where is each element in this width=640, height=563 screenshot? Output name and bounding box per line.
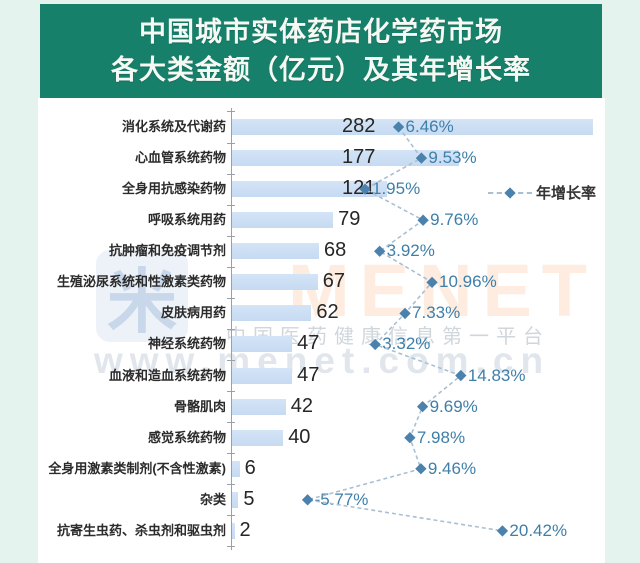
growth-rate-label: 3.92% bbox=[386, 241, 435, 261]
category-label: 杂类 bbox=[199, 491, 226, 507]
growth-rate-label: 1.95% bbox=[372, 179, 421, 199]
category-label: 神经系统药物 bbox=[147, 336, 226, 352]
value-label: 121 bbox=[342, 177, 376, 200]
category-label: 生殖泌尿系统和性激素类药物 bbox=[56, 274, 226, 290]
title-banner: 中国城市实体药店化学药市场 各大类金额（亿元）及其年增长率 bbox=[40, 4, 602, 98]
value-label: 177 bbox=[342, 146, 376, 169]
category-label: 骨骼肌肉 bbox=[173, 398, 226, 414]
growth-marker-diamond-icon bbox=[417, 214, 429, 226]
value-label: 282 bbox=[342, 115, 376, 137]
category-label: 消化系统及代谢药 bbox=[121, 119, 226, 134]
axis-tick bbox=[227, 515, 235, 517]
amount-bar bbox=[232, 243, 320, 260]
amount-bar bbox=[232, 305, 312, 322]
value-label: 47 bbox=[297, 332, 320, 355]
legend-dash-icon bbox=[518, 191, 532, 194]
axis-tick bbox=[227, 297, 235, 299]
page-title-line2: 各大类金额（亿元）及其年增长率 bbox=[111, 55, 531, 85]
value-label: 47 bbox=[297, 363, 320, 386]
growth-rate-label: -5.77% bbox=[314, 489, 369, 509]
growth-rate-label: 10.96% bbox=[439, 272, 497, 292]
growth-rate-label: 9.46% bbox=[427, 458, 477, 478]
growth-marker-diamond-icon bbox=[455, 369, 467, 382]
category-label: 呼吸系统用药 bbox=[147, 212, 226, 228]
value-label: 67 bbox=[322, 270, 345, 293]
amount-bar bbox=[232, 398, 286, 415]
amount-bar bbox=[232, 429, 284, 446]
axis-tick bbox=[227, 453, 235, 455]
axis-tick bbox=[227, 422, 235, 424]
growth-rate-label: 6.46% bbox=[405, 117, 454, 136]
legend: 年增长率 bbox=[488, 182, 596, 203]
axis-tick bbox=[227, 391, 235, 393]
amount-bar bbox=[232, 460, 240, 477]
axis-tick bbox=[227, 328, 235, 330]
category-label: 抗肿瘤和免疫调节剂 bbox=[108, 243, 226, 259]
growth-marker-diamond-icon bbox=[374, 245, 386, 257]
amount-bar bbox=[232, 336, 293, 353]
axis-tick bbox=[227, 142, 235, 144]
amount-bar bbox=[232, 367, 293, 384]
value-label: 2 bbox=[239, 518, 251, 541]
value-label: 42 bbox=[290, 394, 313, 417]
growth-marker-diamond-icon bbox=[426, 276, 438, 289]
value-label: 68 bbox=[324, 239, 347, 262]
growth-rate-label: 7.98% bbox=[416, 427, 466, 447]
axis-tick bbox=[227, 173, 235, 175]
legend-dash-icon bbox=[488, 191, 502, 194]
growth-marker-diamond-icon bbox=[369, 338, 381, 351]
axis-tick bbox=[227, 360, 235, 362]
amount-bar bbox=[232, 274, 318, 291]
growth-rate-label: 14.83% bbox=[467, 365, 526, 385]
amount-bar bbox=[232, 491, 239, 508]
amount-bar bbox=[232, 212, 334, 229]
axis-tick bbox=[227, 546, 235, 548]
value-label: 5 bbox=[243, 487, 255, 510]
growth-rate-label: 3.32% bbox=[382, 334, 431, 354]
growth-marker-diamond-icon bbox=[416, 400, 429, 413]
category-label: 全身用抗感染药物 bbox=[121, 181, 226, 197]
axis-tick bbox=[227, 235, 235, 237]
amount-bar bbox=[232, 522, 235, 539]
growth-rate-label: 20.42% bbox=[509, 520, 568, 540]
category-label: 全身用激素类制剂(不含性激素) bbox=[48, 460, 226, 476]
category-label: 抗寄生虫药、杀虫剂和驱虫剂 bbox=[56, 522, 226, 538]
category-label: 血液和造血系统药物 bbox=[108, 367, 226, 383]
growth-marker-diamond-icon bbox=[496, 525, 509, 537]
value-label: 40 bbox=[288, 425, 311, 448]
chart-panel: 米 MENET 中国医药健康信息第一平台 www.menet.com.cn 消化… bbox=[38, 98, 605, 563]
category-label: 心血管系统药物 bbox=[134, 150, 226, 166]
category-label: 感觉系统药物 bbox=[147, 429, 226, 445]
value-label: 6 bbox=[244, 456, 256, 479]
menet-logo-watermark: 米 bbox=[96, 250, 188, 342]
axis-tick bbox=[227, 204, 235, 206]
page-title-line1: 中国城市实体药店化学药市场 bbox=[139, 16, 503, 47]
growth-rate-label: 9.69% bbox=[429, 396, 478, 416]
growth-rate-label: 9.76% bbox=[430, 210, 479, 230]
growth-rate-label: 7.33% bbox=[412, 303, 461, 323]
growth-marker-diamond-icon bbox=[399, 307, 411, 320]
value-label: 79 bbox=[338, 208, 361, 231]
growth-rate-label: 9.53% bbox=[428, 148, 477, 168]
category-label: 皮肤病用药 bbox=[160, 305, 226, 321]
legend-label: 年增长率 bbox=[536, 185, 597, 202]
axis-tick bbox=[227, 111, 235, 113]
axis-tick bbox=[227, 484, 235, 486]
growth-marker-diamond-icon bbox=[415, 463, 427, 475]
value-label: 62 bbox=[316, 301, 339, 324]
axis-tick bbox=[227, 266, 235, 268]
legend-diamond-icon bbox=[504, 186, 516, 199]
growth-marker-diamond-icon bbox=[404, 432, 416, 444]
growth-marker-diamond-icon bbox=[301, 494, 314, 506]
